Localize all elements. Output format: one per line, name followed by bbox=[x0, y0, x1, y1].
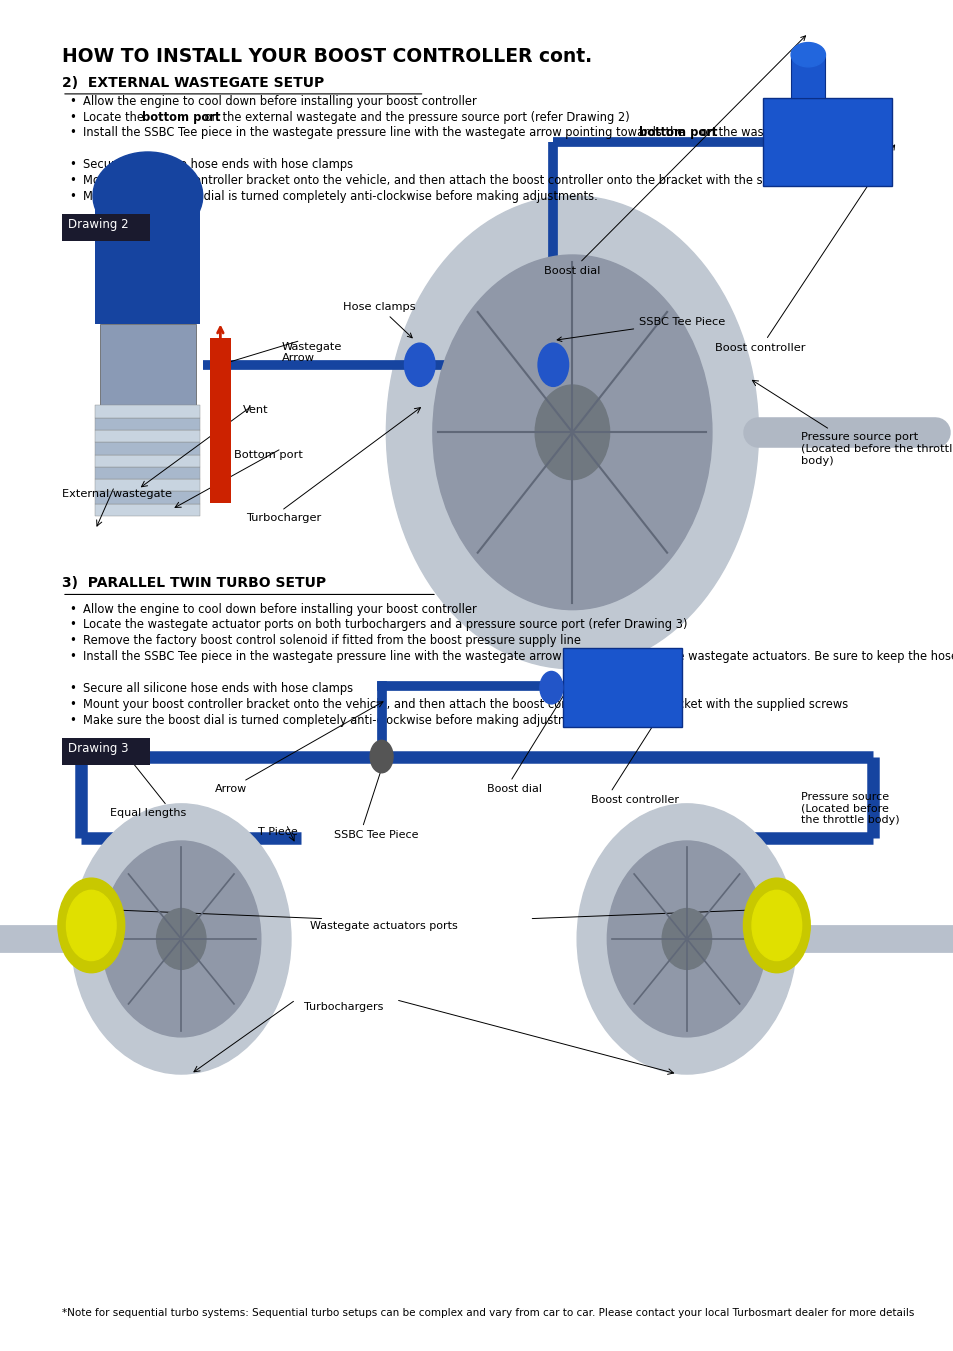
Text: Locate the: Locate the bbox=[83, 111, 148, 123]
Text: Install the SSBC Tee piece in the wastegate pressure line with the wastegate arr: Install the SSBC Tee piece in the wasteg… bbox=[83, 127, 687, 139]
Text: •: • bbox=[70, 698, 76, 711]
Ellipse shape bbox=[607, 840, 765, 1038]
Text: Remove the factory boost control solenoid if fitted from the boost pressure supp: Remove the factory boost control solenoi… bbox=[83, 635, 580, 647]
Bar bbox=[62, 738, 150, 765]
Bar bbox=[95, 196, 200, 324]
Ellipse shape bbox=[661, 909, 711, 970]
Bar bbox=[95, 467, 200, 480]
Ellipse shape bbox=[102, 840, 260, 1038]
Text: on the external wastegate and the pressure source port (refer Drawing 2): on the external wastegate and the pressu… bbox=[200, 111, 629, 123]
Text: Pressure source
(Located before
the throttle body): Pressure source (Located before the thro… bbox=[801, 792, 899, 825]
Text: •: • bbox=[70, 603, 76, 616]
Bar bbox=[790, 55, 824, 99]
Bar bbox=[562, 648, 681, 727]
Text: HOW TO INSTALL YOUR BOOST CONTROLLER cont.: HOW TO INSTALL YOUR BOOST CONTROLLER con… bbox=[62, 47, 592, 66]
Text: Turbochargers: Turbochargers bbox=[303, 1002, 383, 1012]
Text: •: • bbox=[70, 715, 76, 727]
Text: Boost dial: Boost dial bbox=[486, 784, 541, 794]
Text: Secure all silicone hose ends with hose clamps: Secure all silicone hose ends with hose … bbox=[83, 158, 353, 172]
Circle shape bbox=[751, 890, 801, 961]
Bar bbox=[95, 417, 200, 430]
Text: Install the SSBC Tee piece in the wastegate pressure line with the wastegate arr: Install the SSBC Tee piece in the wasteg… bbox=[83, 650, 953, 663]
Text: •: • bbox=[70, 158, 76, 172]
Circle shape bbox=[58, 878, 125, 973]
Text: Secure all silicone hose ends with hose clamps: Secure all silicone hose ends with hose … bbox=[83, 682, 353, 696]
Text: •: • bbox=[70, 111, 76, 123]
Text: Allow the engine to cool down before installing your boost controller: Allow the engine to cool down before ins… bbox=[83, 603, 477, 616]
Bar bbox=[95, 442, 200, 454]
Text: SSBC Tee Piece: SSBC Tee Piece bbox=[557, 317, 724, 342]
Ellipse shape bbox=[535, 385, 609, 480]
Circle shape bbox=[537, 343, 568, 386]
Text: •: • bbox=[70, 95, 76, 108]
Text: Boost controller: Boost controller bbox=[715, 145, 894, 353]
Text: 3)  PARALLEL TWIN TURBO SETUP: 3) PARALLEL TWIN TURBO SETUP bbox=[62, 576, 326, 589]
Text: bottom port: bottom port bbox=[142, 111, 220, 123]
Text: Pressure source port
(Located before the throttle
body): Pressure source port (Located before the… bbox=[801, 432, 953, 466]
Text: Wastegate
Arrow: Wastegate Arrow bbox=[281, 342, 341, 363]
Text: •: • bbox=[70, 190, 76, 203]
Text: Mount your boost controller bracket onto the vehicle, and then attach the boost : Mount your boost controller bracket onto… bbox=[83, 698, 847, 711]
Text: on the wastegate: on the wastegate bbox=[697, 127, 801, 139]
Text: Drawing 2: Drawing 2 bbox=[68, 219, 129, 231]
Text: Equal lengths: Equal lengths bbox=[110, 808, 186, 819]
Text: •: • bbox=[70, 174, 76, 188]
Text: Mount your boost controller bracket onto the vehicle, and then attach the boost : Mount your boost controller bracket onto… bbox=[83, 174, 847, 188]
Ellipse shape bbox=[790, 42, 824, 68]
Text: External wastegate: External wastegate bbox=[62, 489, 172, 499]
Text: *Note for sequential turbo systems: Sequential turbo setups can be complex and v: *Note for sequential turbo systems: Sequ… bbox=[62, 1308, 913, 1317]
Text: bottom port: bottom port bbox=[638, 127, 717, 139]
Circle shape bbox=[742, 878, 809, 973]
Circle shape bbox=[370, 740, 393, 773]
Text: Vent: Vent bbox=[243, 405, 269, 415]
Ellipse shape bbox=[386, 196, 758, 669]
Bar bbox=[210, 338, 231, 503]
Ellipse shape bbox=[156, 909, 206, 970]
Text: Arrow: Arrow bbox=[214, 784, 247, 794]
Bar bbox=[95, 504, 200, 516]
Text: Boost controller: Boost controller bbox=[591, 794, 679, 805]
Text: Bottom port: Bottom port bbox=[233, 450, 302, 459]
Text: Wastegate actuators ports: Wastegate actuators ports bbox=[310, 921, 457, 931]
Bar bbox=[100, 324, 195, 405]
Text: 2)  EXTERNAL WASTEGATE SETUP: 2) EXTERNAL WASTEGATE SETUP bbox=[62, 76, 324, 89]
Bar bbox=[95, 492, 200, 504]
Bar bbox=[95, 480, 200, 492]
Bar bbox=[95, 405, 200, 417]
Ellipse shape bbox=[577, 804, 796, 1074]
Text: Make sure the boost dial is turned completely anti-clockwise before making adjus: Make sure the boost dial is turned compl… bbox=[83, 190, 598, 203]
Text: Boost dial: Boost dial bbox=[543, 36, 804, 276]
Text: Drawing 3: Drawing 3 bbox=[68, 742, 128, 755]
Ellipse shape bbox=[433, 255, 711, 609]
Text: T Piece: T Piece bbox=[257, 827, 297, 836]
Text: •: • bbox=[70, 127, 76, 139]
Bar bbox=[62, 215, 150, 242]
Text: •: • bbox=[70, 635, 76, 647]
Text: Allow the engine to cool down before installing your boost controller: Allow the engine to cool down before ins… bbox=[83, 95, 477, 108]
Ellipse shape bbox=[92, 153, 202, 240]
Bar bbox=[762, 99, 891, 186]
Text: Hose clamps: Hose clamps bbox=[343, 303, 416, 338]
Text: Locate the wastegate actuator ports on both turbochargers and a pressure source : Locate the wastegate actuator ports on b… bbox=[83, 619, 687, 631]
Text: Turbocharger: Turbocharger bbox=[246, 513, 321, 523]
Text: SSBC Tee Piece: SSBC Tee Piece bbox=[334, 830, 418, 840]
Text: •: • bbox=[70, 619, 76, 631]
Text: Make sure the boost dial is turned completely anti-clockwise before making adjus: Make sure the boost dial is turned compl… bbox=[83, 715, 598, 727]
Bar bbox=[95, 454, 200, 467]
Circle shape bbox=[539, 671, 562, 704]
Ellipse shape bbox=[71, 804, 291, 1074]
Text: •: • bbox=[70, 682, 76, 696]
Bar bbox=[95, 430, 200, 442]
Circle shape bbox=[404, 343, 435, 386]
Circle shape bbox=[67, 890, 116, 961]
Text: •: • bbox=[70, 650, 76, 663]
